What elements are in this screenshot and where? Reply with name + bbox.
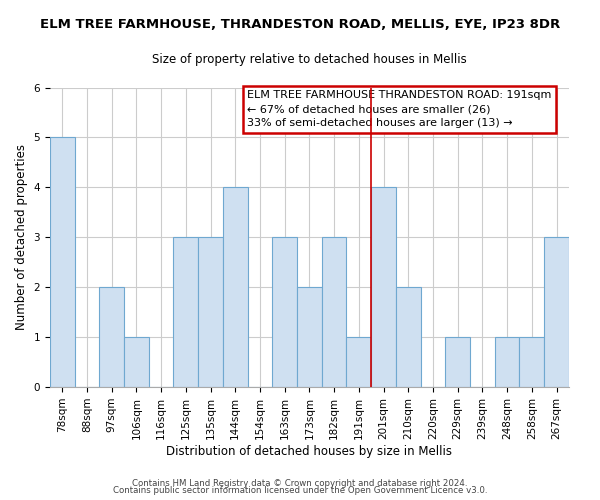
- Bar: [297, 287, 322, 387]
- Bar: [272, 238, 297, 387]
- Bar: [124, 337, 149, 387]
- X-axis label: Distribution of detached houses by size in Mellis: Distribution of detached houses by size …: [166, 444, 452, 458]
- Bar: [322, 238, 346, 387]
- Bar: [495, 337, 520, 387]
- Bar: [50, 138, 74, 387]
- Bar: [544, 238, 569, 387]
- Text: Contains public sector information licensed under the Open Government Licence v3: Contains public sector information licen…: [113, 486, 487, 495]
- Bar: [223, 188, 248, 387]
- Bar: [520, 337, 544, 387]
- Text: ELM TREE FARMHOUSE, THRANDESTON ROAD, MELLIS, EYE, IP23 8DR: ELM TREE FARMHOUSE, THRANDESTON ROAD, ME…: [40, 18, 560, 30]
- Bar: [371, 188, 396, 387]
- Bar: [100, 287, 124, 387]
- Bar: [346, 337, 371, 387]
- Title: Size of property relative to detached houses in Mellis: Size of property relative to detached ho…: [152, 52, 467, 66]
- Text: Contains HM Land Registry data © Crown copyright and database right 2024.: Contains HM Land Registry data © Crown c…: [132, 478, 468, 488]
- Bar: [173, 238, 198, 387]
- Bar: [445, 337, 470, 387]
- Bar: [198, 238, 223, 387]
- Bar: [396, 287, 421, 387]
- Y-axis label: Number of detached properties: Number of detached properties: [15, 144, 28, 330]
- Text: ELM TREE FARMHOUSE THRANDESTON ROAD: 191sqm
← 67% of detached houses are smaller: ELM TREE FARMHOUSE THRANDESTON ROAD: 191…: [247, 90, 551, 128]
